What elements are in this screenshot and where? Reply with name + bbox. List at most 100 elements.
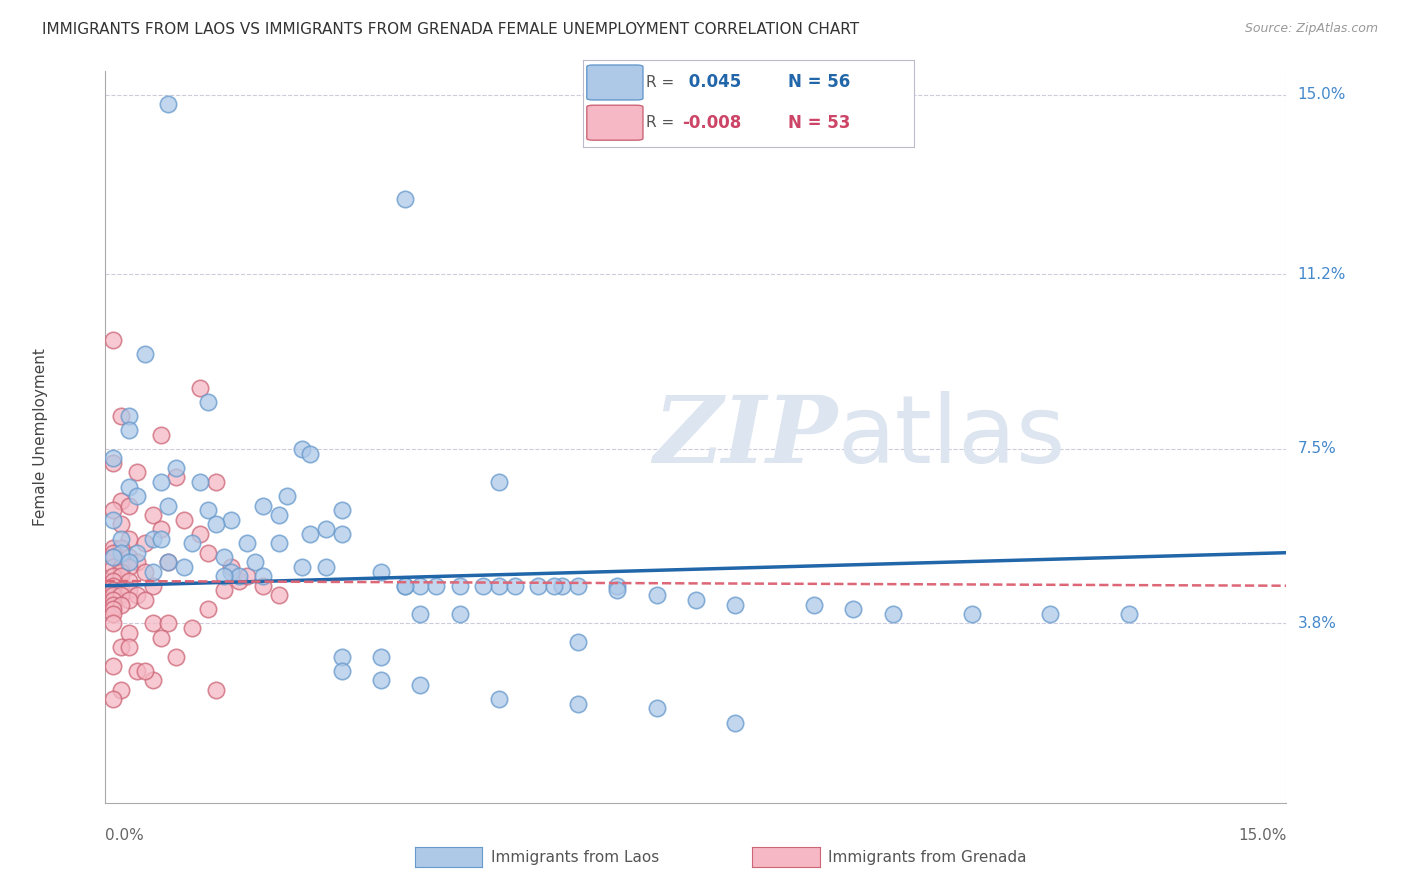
Point <box>472 579 495 593</box>
Point <box>157 97 180 112</box>
Point <box>221 559 243 574</box>
Point <box>212 550 235 565</box>
Text: ZIP: ZIP <box>654 392 838 482</box>
Point <box>394 579 416 593</box>
Point <box>291 559 314 574</box>
Point <box>118 574 141 588</box>
Point <box>204 682 226 697</box>
Point <box>449 607 471 621</box>
Point <box>425 579 447 593</box>
Point <box>118 640 141 654</box>
Point <box>125 466 148 480</box>
Point <box>157 616 180 631</box>
Point <box>252 579 274 593</box>
Point <box>110 588 132 602</box>
Point <box>118 559 141 574</box>
Point <box>197 394 219 409</box>
Point <box>299 526 322 541</box>
Point <box>149 522 172 536</box>
Point <box>236 536 259 550</box>
Point <box>142 532 165 546</box>
Point <box>551 579 574 593</box>
Point <box>606 579 628 593</box>
Point <box>315 559 337 574</box>
Point <box>685 593 707 607</box>
Point <box>252 499 274 513</box>
Point <box>118 532 141 546</box>
Point <box>567 579 589 593</box>
Point <box>803 598 825 612</box>
Point <box>134 565 156 579</box>
Point <box>110 517 132 532</box>
Point <box>125 546 148 560</box>
Point <box>149 475 172 489</box>
Text: 15.0%: 15.0% <box>1239 828 1286 843</box>
Point <box>173 559 195 574</box>
Point <box>103 550 125 565</box>
Point <box>330 503 353 517</box>
Point <box>157 555 180 569</box>
Point <box>299 447 322 461</box>
Point <box>157 499 180 513</box>
Point <box>118 550 141 565</box>
Point <box>330 664 353 678</box>
Point <box>142 673 165 687</box>
Point <box>960 607 983 621</box>
FancyBboxPatch shape <box>586 105 643 140</box>
Point <box>103 569 125 583</box>
Point <box>103 451 125 466</box>
Point <box>315 522 337 536</box>
Point <box>142 579 165 593</box>
Point <box>724 715 747 730</box>
Point <box>149 532 172 546</box>
Point <box>236 569 259 583</box>
Text: 11.2%: 11.2% <box>1298 267 1346 282</box>
Point <box>103 503 125 517</box>
Point <box>645 701 668 715</box>
Point <box>103 583 125 598</box>
Point <box>110 541 132 555</box>
Point <box>118 583 141 598</box>
Point <box>330 649 353 664</box>
Point <box>197 503 219 517</box>
Point <box>110 493 132 508</box>
Point <box>118 409 141 423</box>
Point <box>488 692 510 706</box>
Point <box>118 480 141 494</box>
Point <box>1118 607 1140 621</box>
Text: Immigrants from Grenada: Immigrants from Grenada <box>828 850 1026 864</box>
Text: Immigrants from Laos: Immigrants from Laos <box>491 850 659 864</box>
Point <box>370 673 392 687</box>
Point <box>103 593 125 607</box>
Point <box>125 664 148 678</box>
Point <box>103 659 125 673</box>
Point <box>267 536 290 550</box>
Point <box>181 536 204 550</box>
Point <box>449 579 471 593</box>
Point <box>110 682 132 697</box>
Point <box>110 565 132 579</box>
Point <box>197 546 219 560</box>
Text: Source: ZipAtlas.com: Source: ZipAtlas.com <box>1244 22 1378 36</box>
Text: -0.008: -0.008 <box>683 113 742 132</box>
Text: 0.045: 0.045 <box>683 73 741 92</box>
Point <box>267 588 290 602</box>
Point <box>149 427 172 442</box>
Point <box>118 626 141 640</box>
Point <box>409 579 432 593</box>
Point <box>149 631 172 645</box>
Point <box>188 526 211 541</box>
Point <box>142 565 165 579</box>
Point <box>103 692 125 706</box>
Point <box>103 550 125 565</box>
Point <box>204 517 226 532</box>
Point <box>110 569 132 583</box>
Point <box>488 579 510 593</box>
Point <box>221 513 243 527</box>
Point <box>103 334 125 348</box>
Point <box>103 574 125 588</box>
Point <box>228 574 250 588</box>
Point <box>188 475 211 489</box>
Point <box>134 536 156 550</box>
Point <box>181 621 204 635</box>
